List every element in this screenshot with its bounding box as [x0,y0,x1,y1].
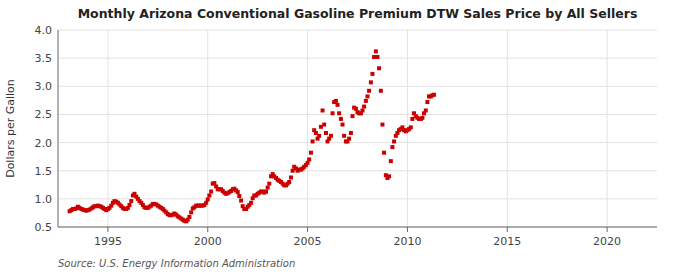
point [365,94,369,98]
point [206,197,210,201]
point [392,139,396,143]
point [207,193,211,197]
point [311,139,315,143]
point [409,125,413,129]
point [309,151,313,155]
point [322,123,326,127]
point [424,108,428,112]
point [307,157,311,161]
point [334,99,338,103]
points [68,49,436,223]
y-tick-label: 1.5 [35,165,53,178]
x-tick [407,227,408,232]
x-grid-line [507,30,508,227]
point [362,105,366,109]
point [331,111,335,115]
point [382,151,386,155]
y-tick-label: 1.0 [35,193,53,206]
point [360,108,364,112]
point [389,159,393,163]
x-tick [607,227,608,232]
y-tick-label: 3.0 [35,80,53,93]
axes: 0.5 1.0 1.5 2.0 2.5 3.0 3.5 4.0 1995 2000 2005 2010… [35,24,658,248]
point [266,186,270,190]
point [370,72,374,76]
point [349,131,353,135]
x-grid-line [107,30,108,227]
point [432,93,436,97]
y-axis-line [58,30,59,227]
point [379,89,383,93]
point [321,108,325,112]
point [339,117,343,121]
point [209,190,213,194]
chart-svg: Monthly Arizona Conventional Gasoline Pr… [0,0,675,275]
x-tick [307,227,308,232]
y-tick-label: 3.5 [35,52,53,65]
point [374,49,378,53]
point [127,203,131,207]
x-tick-label: 1995 [94,235,122,248]
y-grid-line [58,142,657,143]
point [287,180,291,184]
point [364,99,368,103]
point [341,123,345,127]
y-grid-line [58,30,657,31]
y-axis-label: Dollars per Gallon [4,79,17,178]
y-grid-line [58,170,657,171]
point [237,194,241,198]
x-tick-label: 2015 [493,235,521,248]
point [249,201,253,205]
x-tick-label: 2005 [294,235,322,248]
y-tick-label: 2.5 [35,108,53,121]
point [351,114,355,118]
y-tick-label: 2.0 [35,137,53,150]
point [187,215,191,219]
point [239,199,243,203]
point [317,134,321,138]
point [337,111,341,115]
x-tick-label: 2020 [593,235,621,248]
x-tick [207,227,208,232]
x-tick [107,227,108,232]
x-tick-label: 2010 [393,235,421,248]
point [390,145,394,149]
point [189,210,193,214]
point [329,134,333,138]
point [324,131,328,135]
y-grid-line [58,227,657,228]
point [375,55,379,59]
point [236,190,240,194]
x-tick [507,227,508,232]
y-grid-line [58,86,657,87]
point [289,175,293,179]
point [264,190,268,194]
point [336,103,340,107]
point [129,199,133,203]
x-grid-line [607,30,608,227]
source-note: Source: U.S. Energy Information Administ… [58,258,295,269]
y-tick-label: 4.0 [35,24,53,37]
point [387,174,391,178]
chart-title: Monthly Arizona Conventional Gasoline Pr… [78,6,638,21]
point [380,123,384,127]
y-grid-line [58,198,657,199]
point [267,182,271,186]
point [377,66,381,70]
point [342,134,346,138]
point [347,137,351,141]
y-grid-line [58,58,657,59]
point [367,89,371,93]
x-tick-label: 2000 [194,235,222,248]
point [369,80,373,84]
grid [58,30,657,227]
point [425,100,429,104]
y-tick-label: 0.5 [35,221,53,234]
x-grid-line [307,30,308,227]
x-axis-line [58,227,657,228]
point [420,116,424,120]
chart-container: Monthly Arizona Conventional Gasoline Pr… [0,0,675,275]
